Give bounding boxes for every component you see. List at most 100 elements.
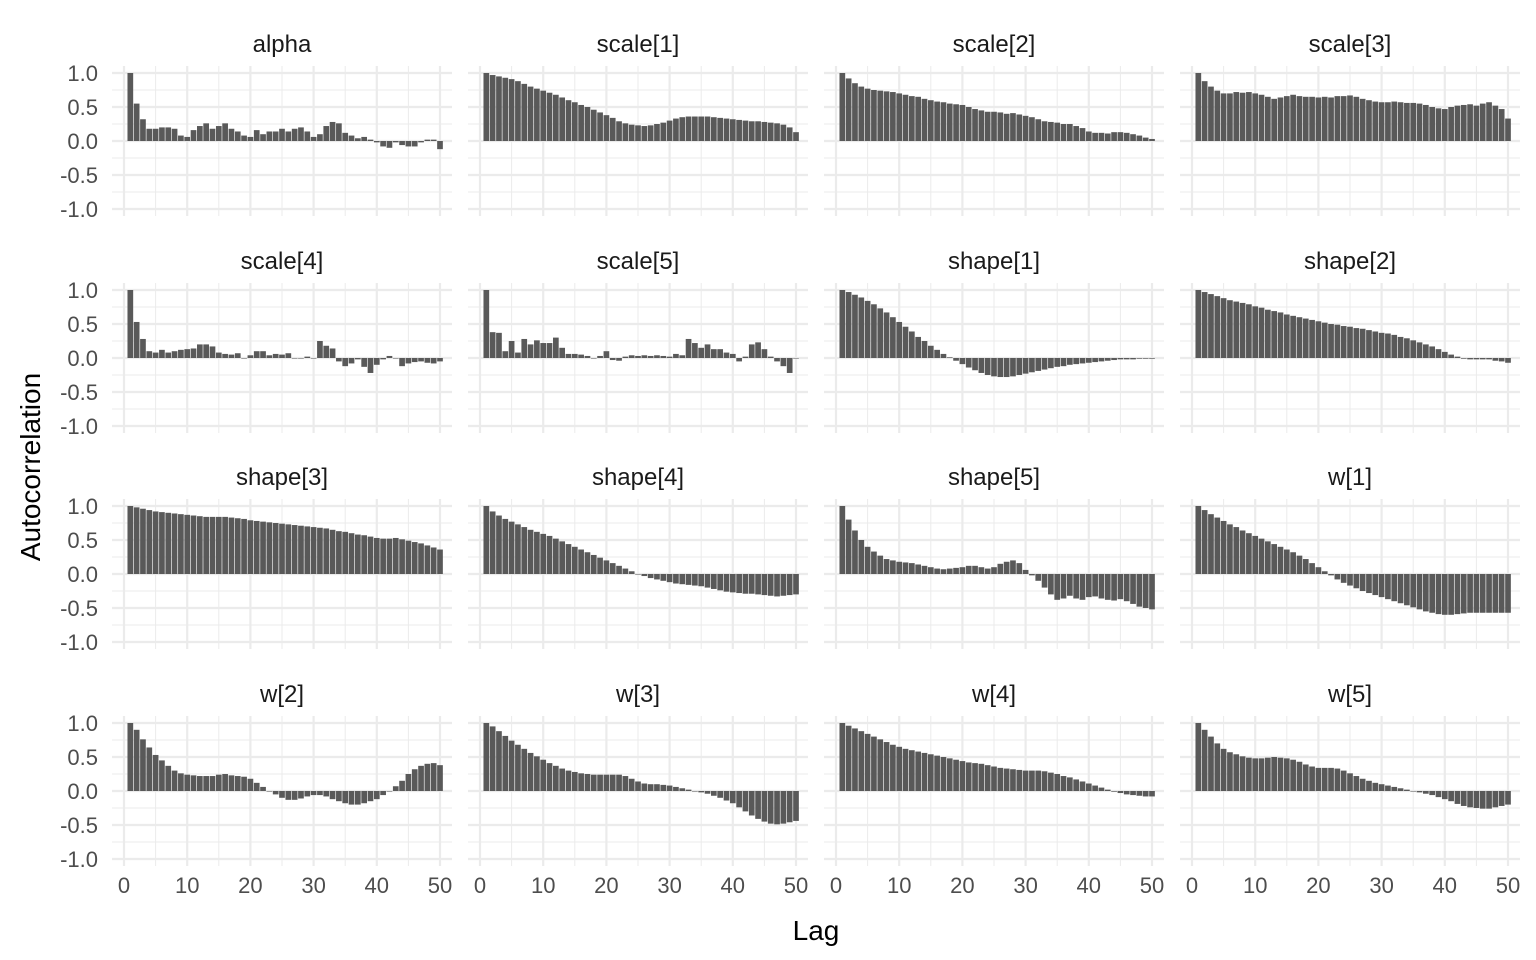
acf-bar xyxy=(1149,138,1155,141)
acf-bar xyxy=(355,534,361,574)
acf-bar xyxy=(877,308,884,358)
acf-bar xyxy=(1092,132,1098,141)
acf-bar xyxy=(1010,769,1016,791)
acf-bar xyxy=(590,774,597,791)
acf-bar xyxy=(1246,533,1252,574)
acf-bar xyxy=(1233,92,1240,141)
acf-bar xyxy=(978,110,985,141)
acf-bar xyxy=(915,751,922,791)
acf-bar xyxy=(1130,358,1136,360)
acf-bar xyxy=(616,358,622,361)
acf-bar xyxy=(997,767,1004,791)
acf-bar xyxy=(159,349,165,358)
acf-bar xyxy=(909,563,915,574)
acf-bar xyxy=(152,511,159,574)
acf-bar xyxy=(430,547,437,574)
acf-bar xyxy=(1321,571,1328,574)
acf-bar xyxy=(380,141,386,147)
acf-bar xyxy=(609,563,616,574)
y-tick-label: 0.0 xyxy=(67,129,98,154)
panel-title: w[4] xyxy=(971,681,1016,708)
acf-bar xyxy=(1328,324,1334,358)
acf-bar xyxy=(679,574,686,585)
acf-bar xyxy=(1302,559,1309,574)
acf-bar xyxy=(584,107,591,141)
acf-bar xyxy=(540,90,547,141)
acf-bar xyxy=(489,511,496,574)
acf-bar xyxy=(496,731,502,791)
acf-bar xyxy=(266,131,273,141)
acf-bar xyxy=(915,96,922,141)
acf-bar xyxy=(635,781,641,791)
acf-bar xyxy=(342,358,349,367)
acf-bar xyxy=(298,791,304,799)
acf-bar xyxy=(1302,96,1309,141)
acf-bar xyxy=(641,783,648,791)
acf-bar xyxy=(247,778,254,791)
y-tick-label: -0.5 xyxy=(60,813,98,838)
acf-bar xyxy=(222,353,228,358)
acf-bar xyxy=(1391,334,1398,358)
acf-bar xyxy=(152,128,159,141)
acf-bar xyxy=(1085,783,1092,791)
acf-bar xyxy=(1265,541,1271,574)
acf-bar xyxy=(1246,92,1252,141)
acf-bar xyxy=(1467,574,1473,613)
acf-bar xyxy=(1111,132,1117,141)
acf-bar xyxy=(748,574,755,594)
panel: shape[3] 1.0 0.5 0.0 -0.5 -1.0 xyxy=(60,464,452,655)
acf-bar xyxy=(1410,791,1417,792)
y-tick-label: 0.0 xyxy=(67,779,98,804)
acf-bar xyxy=(215,516,222,574)
acf-bar xyxy=(247,355,254,358)
acf-bar xyxy=(336,358,342,362)
acf-bar xyxy=(1473,791,1480,808)
acf-bar xyxy=(571,546,578,574)
acf-bar xyxy=(858,731,865,791)
acf-bar xyxy=(127,506,134,574)
acf-bar xyxy=(546,343,553,358)
acf-bar xyxy=(1123,132,1130,141)
acf-bar xyxy=(1467,104,1473,141)
acf-bar xyxy=(565,353,572,358)
acf-bar xyxy=(1315,567,1322,574)
y-tick-label: 0.5 xyxy=(67,528,98,553)
acf-bar xyxy=(660,355,667,358)
acf-bar xyxy=(1435,108,1442,141)
acf-bar xyxy=(571,102,578,141)
acf-bar xyxy=(515,744,521,791)
acf-bar xyxy=(1022,770,1029,791)
acf-bar xyxy=(1404,102,1410,141)
acf-bar xyxy=(241,135,247,141)
acf-bar xyxy=(1252,93,1259,141)
acf-bar xyxy=(1073,574,1080,599)
acf-bar xyxy=(405,141,412,147)
acf-bar xyxy=(222,516,228,574)
acf-bar xyxy=(159,127,165,141)
acf-bar xyxy=(1098,132,1105,141)
acf-bar xyxy=(959,761,966,791)
acf-bar xyxy=(1016,769,1023,791)
acf-bar xyxy=(1423,104,1429,141)
acf-bar xyxy=(483,290,490,358)
acf-bar xyxy=(361,535,368,574)
acf-bar xyxy=(997,112,1004,141)
acf-bar xyxy=(348,358,355,364)
acf-bar xyxy=(1136,135,1143,141)
acf-bar xyxy=(666,120,673,141)
acf-bar xyxy=(1035,574,1042,581)
acf-bar xyxy=(780,791,787,824)
acf-bar xyxy=(1111,791,1117,792)
y-tick-label: -1.0 xyxy=(60,630,98,655)
acf-bar xyxy=(1048,358,1054,369)
acf-bar xyxy=(628,778,635,791)
acf-bar xyxy=(1277,757,1284,791)
acf-bar xyxy=(310,527,317,574)
acf-bar xyxy=(228,775,235,791)
acf-bar xyxy=(1492,574,1499,613)
acf-bar xyxy=(704,116,711,141)
acf-bar xyxy=(628,571,635,574)
acf-bar xyxy=(1423,574,1429,612)
acf-bar xyxy=(622,568,629,574)
acf-bar xyxy=(877,90,884,141)
